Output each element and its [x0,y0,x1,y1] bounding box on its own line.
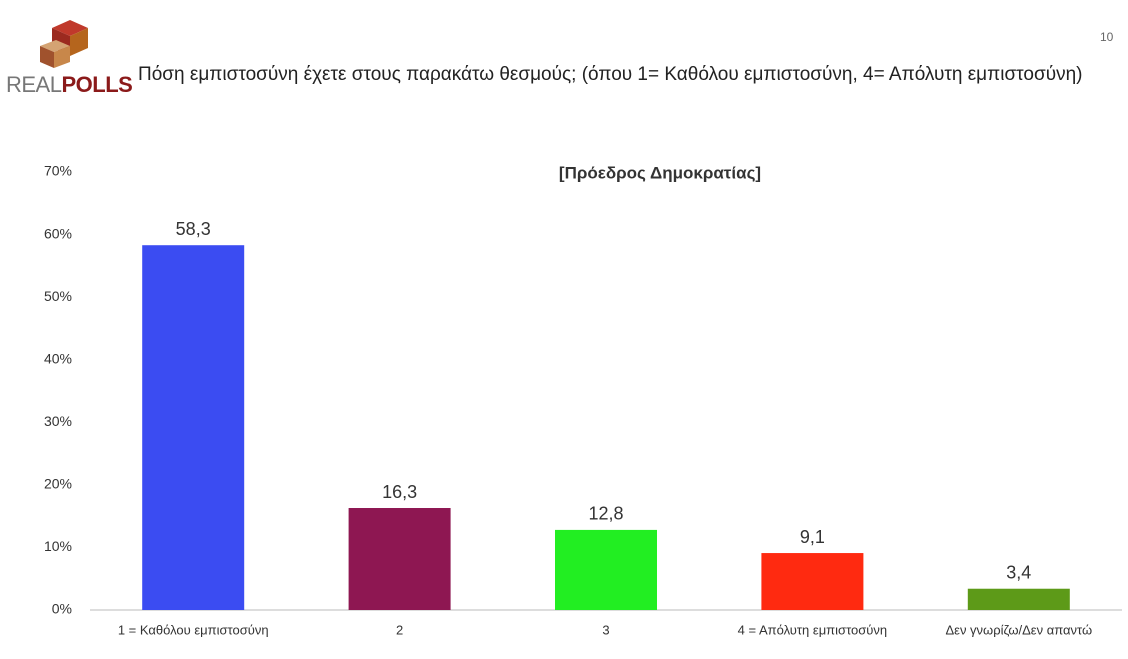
logo-part: REAL [6,72,62,97]
y-tick-label: 20% [44,476,72,492]
chart-title: [Πρόεδρος Δημοκρατίας] [559,163,761,182]
value-label: 12,8 [588,504,623,524]
logo-part: POLLS [61,72,133,97]
bar [348,508,451,610]
page-number: 10 [1100,30,1114,44]
y-tick-label: 60% [44,225,72,241]
bar [555,529,657,610]
x-tick-label: 2 [396,622,403,637]
logo-icon [40,20,88,68]
y-tick-label: 40% [44,350,72,366]
y-tick-label: 10% [44,538,72,554]
value-label: 16,3 [382,482,417,502]
y-tick-label: 50% [44,288,72,304]
y-tick-label: 70% [44,163,72,179]
bar [761,553,864,610]
value-label: 3,4 [1006,562,1031,582]
slide-title: Πόση εμπιστοσύνη έχετε στους παρακάτω θε… [138,64,1083,85]
y-tick-label: 30% [44,413,72,429]
logo: REALPOLLS [6,72,133,98]
x-tick-label: 3 [602,622,609,637]
x-tick-label: Δεν γνωρίζω/Δεν απαντώ [945,622,1092,637]
x-tick-label: 4 = Απόλυτη εμπιστοσύνη [738,622,887,637]
y-tick-label: 0% [52,601,72,617]
bar [142,245,245,611]
bar [967,588,1070,610]
x-tick-label: 1 = Καθόλου εμπιστοσύνη [118,622,269,637]
value-label: 9,1 [800,527,825,547]
value-label: 58,3 [176,219,211,239]
